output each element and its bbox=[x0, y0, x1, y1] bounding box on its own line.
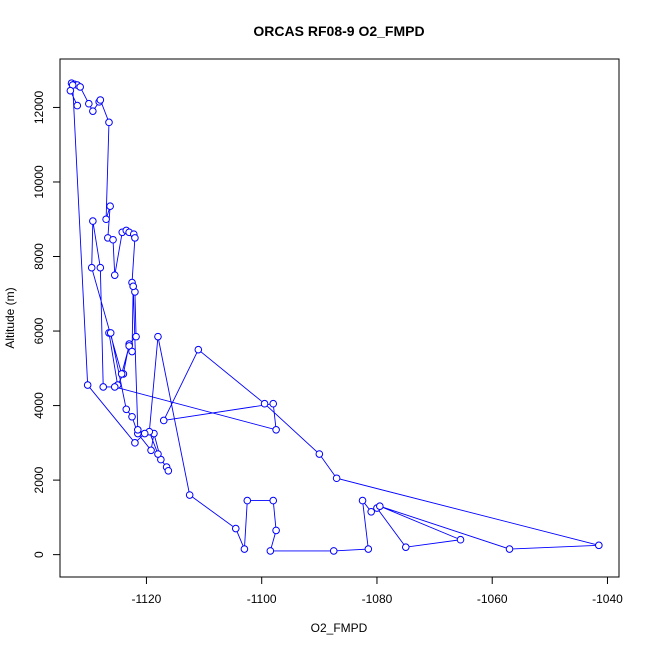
data-point bbox=[128, 347, 136, 356]
data-point bbox=[110, 383, 119, 391]
data-point bbox=[164, 466, 173, 475]
x-tick-label: -1060 bbox=[477, 592, 508, 606]
data-point bbox=[89, 107, 97, 115]
data-point bbox=[83, 381, 92, 389]
x-tick-label: -1100 bbox=[247, 592, 277, 606]
data-point bbox=[231, 524, 240, 533]
data-point bbox=[140, 429, 149, 438]
data-point bbox=[147, 446, 155, 455]
data-point bbox=[66, 86, 75, 95]
data-point bbox=[159, 416, 168, 425]
data-point bbox=[364, 545, 373, 553]
data-point bbox=[154, 450, 162, 458]
y-axis: 0 2000 4000 6000 8000 10000 12000 bbox=[32, 90, 61, 558]
y-tick-label: 2000 bbox=[32, 466, 46, 493]
data-point bbox=[456, 535, 465, 544]
data-point bbox=[194, 345, 203, 354]
data-point bbox=[99, 383, 108, 391]
x-tick-label: -1080 bbox=[362, 592, 393, 606]
chart-title: ORCAS RF08-9 O2_FMPD bbox=[253, 23, 424, 39]
data-point bbox=[73, 101, 82, 110]
plot-frame bbox=[59, 58, 620, 578]
data-point bbox=[595, 541, 603, 550]
data-point bbox=[122, 405, 131, 414]
data-point bbox=[240, 545, 249, 553]
x-axis: -1120 -1100 -1080 -1060 -1040 bbox=[132, 576, 623, 606]
data-point bbox=[185, 491, 194, 499]
y-tick-label: 0 bbox=[32, 551, 46, 558]
data-point bbox=[96, 96, 105, 104]
data-point bbox=[269, 399, 278, 408]
data-point bbox=[133, 425, 142, 434]
data-point bbox=[129, 282, 137, 291]
data-point bbox=[132, 332, 140, 341]
data-point bbox=[272, 425, 280, 434]
data-point bbox=[329, 547, 338, 555]
data-point bbox=[272, 526, 280, 535]
data-point bbox=[89, 217, 97, 225]
data-point bbox=[376, 502, 384, 510]
data-point bbox=[102, 215, 110, 224]
x-tick-label: -1040 bbox=[592, 592, 623, 606]
data-point bbox=[315, 450, 324, 458]
data-point bbox=[109, 235, 117, 244]
data-point bbox=[269, 496, 278, 505]
y-tick-label: 4000 bbox=[32, 392, 46, 419]
data-point bbox=[505, 545, 514, 553]
data-point bbox=[128, 412, 136, 421]
data-point bbox=[106, 329, 115, 337]
data-point bbox=[260, 399, 269, 408]
y-axis-label: Altitude (m) bbox=[3, 287, 17, 348]
data-point bbox=[87, 263, 96, 272]
y-tick-label: 8000 bbox=[32, 243, 46, 270]
data-point bbox=[96, 263, 105, 272]
data-point bbox=[106, 202, 114, 211]
x-tick-label: -1120 bbox=[132, 592, 162, 606]
data-point bbox=[85, 99, 93, 108]
data-point bbox=[367, 507, 375, 516]
data-point bbox=[243, 496, 252, 505]
data-point bbox=[266, 547, 275, 555]
data-point bbox=[401, 543, 410, 551]
y-tick-label: 6000 bbox=[32, 317, 46, 344]
data-point bbox=[332, 474, 341, 483]
series-line bbox=[69, 82, 599, 552]
y-tick-label: 12000 bbox=[32, 90, 46, 124]
data-point bbox=[131, 439, 139, 447]
data-series bbox=[66, 79, 603, 555]
data-point bbox=[154, 332, 162, 341]
data-point bbox=[110, 271, 119, 279]
data-point bbox=[76, 83, 84, 91]
data-point bbox=[105, 118, 113, 127]
y-tick-label: 10000 bbox=[32, 165, 46, 199]
data-point bbox=[117, 370, 126, 378]
data-point bbox=[131, 234, 139, 242]
x-axis-label: O2_FMPD bbox=[311, 621, 368, 635]
data-point bbox=[358, 496, 367, 505]
